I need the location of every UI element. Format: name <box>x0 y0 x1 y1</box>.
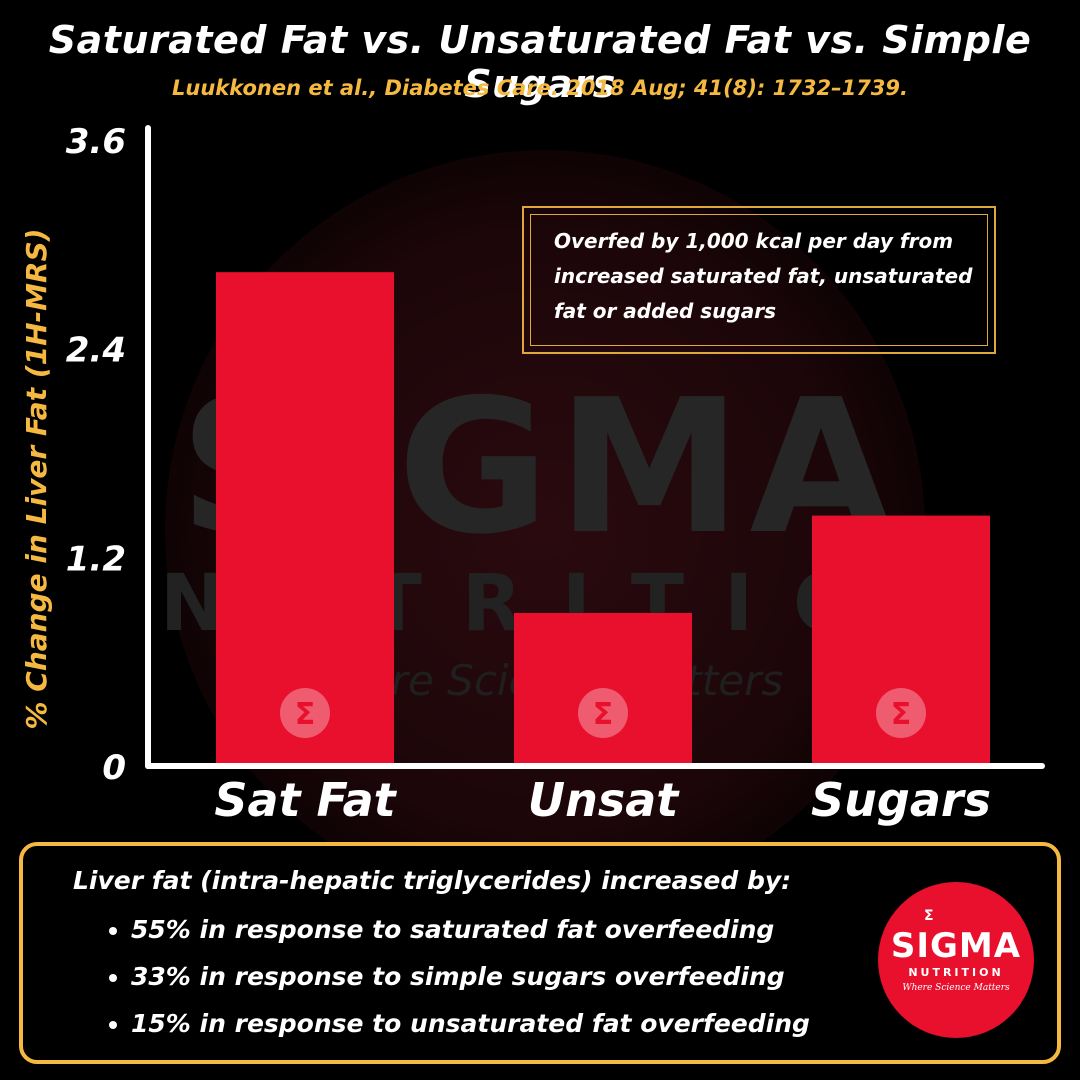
summary-list: 55% in response to saturated fat overfee… <box>101 906 871 1047</box>
chart-title: Saturated Fat vs. Unsaturated Fat vs. Si… <box>48 18 1032 106</box>
annotation-box: Overfed by 1,000 kcal per day from incre… <box>522 206 996 354</box>
y-tick-label: 2.4 <box>66 331 126 371</box>
sigma-icon-glyph: Σ <box>891 697 912 732</box>
annotation-text: Overfed by 1,000 kcal per day from incre… <box>554 229 973 323</box>
summary-item: 55% in response to saturated fat overfee… <box>131 906 871 953</box>
chart-subtitle: Luukkonen et al., Diabetes Care. 2018 Au… <box>171 76 909 100</box>
summary-heading: Liver fat (intra-hepatic triglycerides) … <box>73 866 792 895</box>
logo-tagline: Where Science Matters <box>902 983 1010 993</box>
bar-sat-fat <box>216 272 394 766</box>
y-tick-label: 0 <box>102 748 126 788</box>
x-tick-label: Sat Fat <box>214 773 397 827</box>
y-tick-label: 3.6 <box>66 122 126 162</box>
logo-sigma-icon: Σ <box>924 908 934 924</box>
sigma-icon <box>280 688 330 738</box>
logo-name: SIGMA <box>890 926 1022 966</box>
sigma-icon <box>578 688 628 738</box>
bar-chart: % Change in Liver Fat (1H-MRS) 0 1.2 2.4 3.6… <box>20 122 1045 827</box>
summary-item: 33% in response to simple sugars overfee… <box>131 953 871 1000</box>
summary-item: 15% in response to unsaturated fat overf… <box>131 1000 871 1047</box>
logo-sub: NUTRITION <box>908 966 1004 979</box>
x-tick-label: Sugars <box>811 773 991 827</box>
sigma-icon-glyph: Σ <box>295 697 316 732</box>
sigma-logo: Σ SIGMA NUTRITION Where Science Matters <box>878 882 1034 1038</box>
summary-box: Liver fat (intra-hepatic triglycerides) … <box>19 842 1061 1064</box>
sigma-icon-glyph: Σ <box>593 697 614 732</box>
sigma-icon <box>876 688 926 738</box>
x-tick-label: Unsat <box>528 773 681 827</box>
y-tick-label: 1.2 <box>66 539 126 579</box>
y-axis-label: % Change in Liver Fat (1H-MRS) <box>20 228 53 729</box>
